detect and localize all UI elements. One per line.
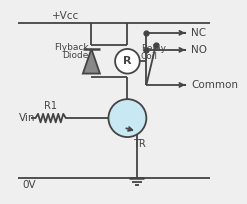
Text: 0V: 0V [22,180,36,190]
Text: Diode: Diode [62,51,89,60]
Text: R1: R1 [44,101,57,111]
Text: Vin: Vin [19,113,35,123]
Polygon shape [83,49,100,74]
Text: NC: NC [191,28,206,38]
Text: Common: Common [191,80,238,90]
Circle shape [115,49,140,74]
Text: Relay: Relay [141,44,166,53]
Text: Coil: Coil [141,52,158,61]
Text: NO: NO [191,45,207,55]
Text: TR: TR [133,139,146,149]
Text: R: R [123,56,132,66]
Text: +Vcc: +Vcc [52,11,80,21]
Text: Flyback: Flyback [54,43,89,52]
Circle shape [108,99,146,137]
